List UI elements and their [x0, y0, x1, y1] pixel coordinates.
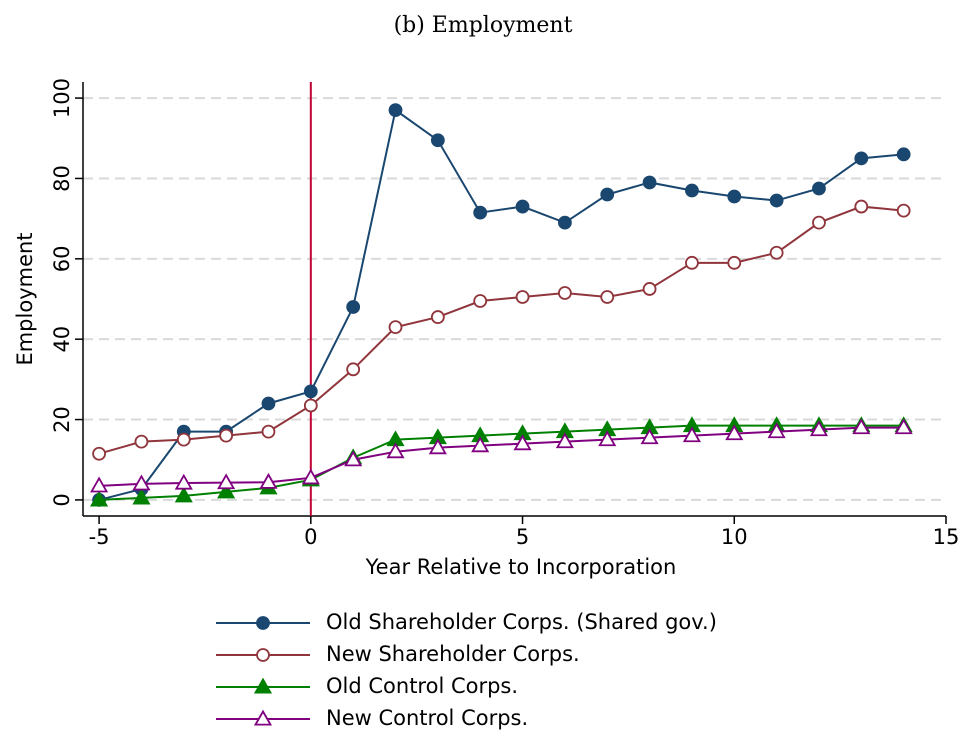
marker	[346, 362, 361, 377]
marker	[217, 473, 236, 490]
marker	[219, 428, 234, 443]
marker	[303, 384, 318, 399]
marker	[217, 482, 236, 499]
y-axis-label: Employment	[13, 232, 37, 365]
series-line	[98, 205, 904, 455]
marker	[344, 450, 363, 467]
marker	[727, 189, 742, 204]
marker	[555, 432, 574, 449]
marker	[473, 205, 488, 220]
marker	[261, 424, 276, 439]
y-tick-label: 60	[50, 245, 74, 272]
marker	[388, 103, 403, 118]
marker	[473, 294, 488, 308]
marker	[854, 199, 869, 214]
marker	[430, 133, 445, 148]
y-tick-label: 80	[50, 165, 74, 192]
marker	[301, 468, 320, 485]
marker	[346, 300, 361, 314]
marker	[642, 282, 657, 296]
marker	[854, 151, 869, 166]
marker	[471, 436, 490, 453]
marker	[769, 245, 784, 260]
marker	[598, 430, 617, 447]
legend-marker	[256, 616, 270, 630]
y-tick-label: 0	[50, 493, 74, 506]
marker	[894, 418, 913, 435]
marker	[90, 490, 109, 507]
marker	[896, 147, 911, 162]
legend-label: New Shareholder Corps.	[326, 642, 580, 666]
marker	[386, 442, 405, 459]
legend-marker	[253, 677, 273, 694]
marker	[92, 446, 106, 461]
marker	[261, 396, 276, 411]
chart-title: (b) Employment	[394, 13, 573, 38]
marker	[852, 418, 871, 435]
x-tick-label: 10	[721, 525, 748, 549]
marker	[767, 422, 786, 439]
x-tick-label: 5	[516, 525, 529, 549]
y-tick-label: 100	[50, 78, 74, 118]
legend-label: Old Control Corps.	[326, 674, 518, 698]
marker	[515, 199, 530, 214]
marker	[430, 310, 445, 324]
marker	[174, 473, 193, 490]
marker	[132, 474, 151, 491]
marker	[388, 320, 403, 335]
marker	[725, 424, 744, 441]
marker	[174, 486, 193, 503]
marker	[812, 181, 826, 196]
marker	[90, 476, 109, 493]
marker	[682, 426, 701, 443]
marker	[640, 428, 659, 445]
marker	[557, 215, 572, 230]
series-line	[99, 426, 904, 487]
marker	[515, 290, 530, 304]
legend-marker	[253, 709, 273, 726]
marker	[812, 215, 826, 230]
marker	[685, 255, 699, 270]
legend-marker	[256, 648, 270, 662]
x-tick-label: 15	[933, 525, 960, 549]
marker	[769, 193, 784, 208]
legend-label: Old Shareholder Corps. (Shared gov.)	[326, 610, 717, 634]
marker	[600, 187, 615, 202]
marker	[642, 175, 657, 190]
marker	[896, 203, 911, 218]
marker	[557, 286, 572, 300]
x-axis-label: Year Relative to Incorporation	[365, 555, 677, 579]
marker	[176, 432, 191, 447]
marker	[428, 438, 447, 455]
marker	[600, 290, 615, 304]
x-tick-label: -5	[89, 525, 110, 549]
marker	[132, 488, 151, 505]
marker	[809, 420, 829, 437]
marker	[259, 472, 278, 489]
x-tick-label: 0	[304, 525, 317, 549]
series-line	[98, 108, 904, 501]
legend-label: New Control Corps.	[326, 706, 528, 730]
series-line	[99, 424, 904, 501]
marker	[685, 183, 699, 198]
marker	[134, 434, 149, 449]
marker	[727, 255, 742, 270]
marker	[303, 398, 318, 413]
marker	[513, 434, 532, 451]
y-tick-label: 40	[50, 326, 74, 353]
y-tick-label: 20	[50, 406, 74, 433]
